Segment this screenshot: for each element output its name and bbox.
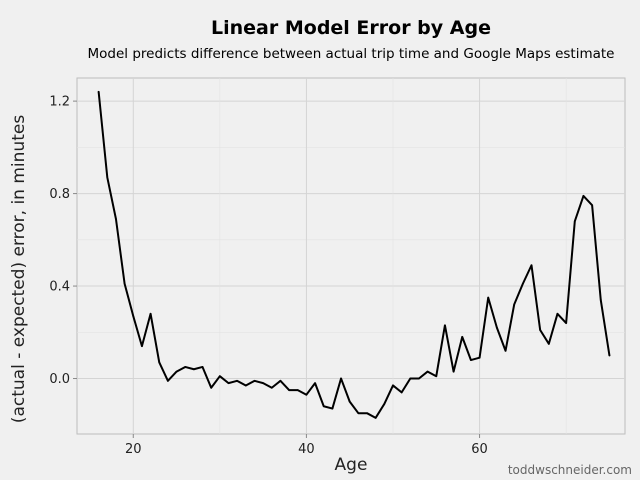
y-tick-label: 1.2 (49, 95, 70, 110)
data-point (539, 329, 541, 331)
data-point (478, 356, 481, 359)
data-point (565, 322, 567, 324)
credit-text: toddwschneider.com (508, 463, 632, 477)
data-point (400, 391, 403, 394)
data-point (357, 412, 360, 414)
data-point (132, 315, 135, 317)
data-point (392, 384, 394, 387)
data-point (556, 312, 559, 315)
data-point (210, 386, 212, 389)
data-point (599, 299, 602, 301)
data-point (461, 336, 464, 338)
data-point (193, 368, 195, 371)
data-point (487, 296, 490, 299)
x-tick-label: 60 (471, 442, 488, 457)
data-point (530, 264, 533, 267)
data-point (296, 389, 299, 391)
data-point (115, 218, 117, 220)
y-tick-label: 0.0 (49, 372, 70, 387)
chart-subtitle: Model predicts difference between actual… (88, 46, 615, 62)
data-point (348, 400, 351, 403)
y-tick-label: 0.8 (49, 187, 70, 202)
y-tick-label: 0.4 (49, 280, 70, 295)
data-point (236, 380, 238, 382)
data-point (270, 386, 273, 389)
data-point (435, 375, 438, 378)
data-point (184, 366, 187, 368)
y-axis-ticks: 0.0 0.4 0.8 1.2 (49, 95, 77, 387)
data-point (106, 176, 109, 179)
data-point (426, 370, 429, 373)
data-point (608, 354, 611, 357)
data-point (444, 324, 446, 327)
data-point (548, 343, 550, 345)
x-axis-label: Age (335, 455, 368, 475)
series-line (97, 90, 611, 419)
data-point (219, 375, 221, 378)
data-point (201, 366, 204, 368)
data-point (573, 220, 576, 223)
data-point (591, 204, 593, 206)
data-point (245, 384, 247, 387)
data-point (504, 349, 507, 352)
data-point (305, 393, 308, 396)
grid (77, 78, 625, 434)
data-point (175, 370, 178, 373)
data-point (279, 380, 282, 382)
data-point (409, 377, 412, 380)
data-point (322, 405, 325, 408)
data-point (582, 195, 585, 197)
data-point (522, 282, 524, 285)
data-point (227, 382, 230, 384)
data-point (383, 403, 386, 405)
data-point (496, 326, 498, 329)
data-point (314, 382, 316, 384)
chart-title: Linear Model Error by Age (211, 17, 491, 39)
data-point (513, 303, 515, 306)
data-point (123, 282, 126, 285)
data-point (158, 361, 161, 364)
data-point (374, 417, 377, 419)
data-point (97, 91, 100, 93)
data-point (288, 389, 290, 391)
plot-area (76, 77, 626, 435)
data-point (340, 377, 342, 380)
data-point (470, 359, 472, 361)
x-tick-label: 20 (125, 442, 142, 457)
x-tick-label: 40 (298, 442, 315, 457)
data-point (167, 380, 169, 382)
data-point (149, 312, 152, 315)
data-point (262, 382, 264, 384)
x-axis-ticks: 20 40 60 (125, 434, 488, 457)
data-point (141, 345, 143, 347)
series-layer (97, 90, 611, 419)
data-point (366, 412, 368, 414)
data-point (331, 407, 334, 410)
data-point (253, 380, 256, 382)
data-point (418, 377, 420, 380)
y-axis-label: (actual - expected) error, in minutes (9, 115, 29, 424)
plot-panel (76, 77, 626, 435)
data-point (452, 370, 455, 373)
